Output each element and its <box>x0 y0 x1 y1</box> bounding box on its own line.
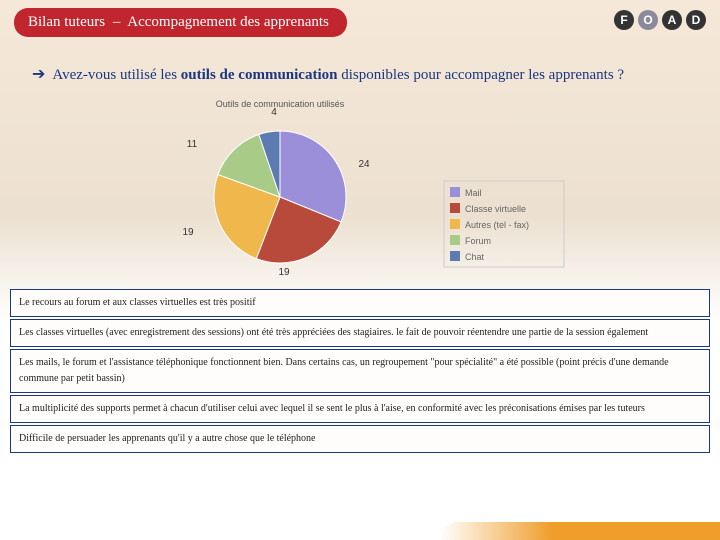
legend-swatch <box>450 251 460 261</box>
page-title-badge: Bilan tuteurs – Accompagnement des appre… <box>14 8 347 37</box>
comment-box: Les classes virtuelles (avec enregistrem… <box>10 319 710 347</box>
pie-value-label: 24 <box>358 159 370 170</box>
title-part-b: Accompagnement des apprenants <box>127 14 329 30</box>
pie-value-label: 19 <box>278 267 290 278</box>
comment-box: Les mails, le forum et l'assistance télé… <box>10 349 710 393</box>
pie-value-label: 11 <box>187 139 198 150</box>
pie-value-label: 19 <box>182 227 194 238</box>
logo-letter: D <box>686 10 706 30</box>
legend-swatch <box>450 187 460 197</box>
legend-swatch <box>450 219 460 229</box>
legend-label: Mail <box>465 188 482 198</box>
question-text: ➔ Avez-vous utilisé les outils de commun… <box>0 51 720 93</box>
legend-label: Chat <box>465 252 485 262</box>
comment-box: La multiplicité des supports permet à ch… <box>10 395 710 423</box>
logo-letter: F <box>614 10 634 30</box>
comments-list: Le recours au forum et aux classes virtu… <box>0 289 720 459</box>
logo-letter: O <box>638 10 658 30</box>
title-part-a: Bilan tuteurs <box>28 14 105 30</box>
question-post: disponibles pour accompagner les apprena… <box>337 67 624 83</box>
arrow-icon: ➔ <box>32 66 45 83</box>
title-sep: – <box>109 14 125 30</box>
header: Bilan tuteurs – Accompagnement des appre… <box>0 0 720 51</box>
bottom-accent-bar <box>440 522 720 540</box>
legend-label: Classe virtuelle <box>465 204 526 214</box>
legend-swatch <box>450 235 460 245</box>
comment-box: Le recours au forum et aux classes virtu… <box>10 289 710 317</box>
pie-chart: Outils de communication utilisés 24 19 19 11… <box>140 95 580 285</box>
question-pre: Avez-vous utilisé les <box>52 67 180 83</box>
chart-container: Outils de communication utilisés 24 19 19 11… <box>0 93 720 287</box>
legend-label: Forum <box>465 236 491 246</box>
logo-foad: F O A D <box>614 10 706 30</box>
comment-box: Difficile de persuader les apprenants qu… <box>10 425 710 453</box>
legend-swatch <box>450 203 460 213</box>
chart-title: Outils de communication utilisés <box>216 99 345 109</box>
logo-letter: A <box>662 10 682 30</box>
legend-label: Autres (tel - fax) <box>465 220 529 230</box>
pie-value-label: 4 <box>271 107 277 118</box>
question-bold: outils de communication <box>181 67 338 83</box>
